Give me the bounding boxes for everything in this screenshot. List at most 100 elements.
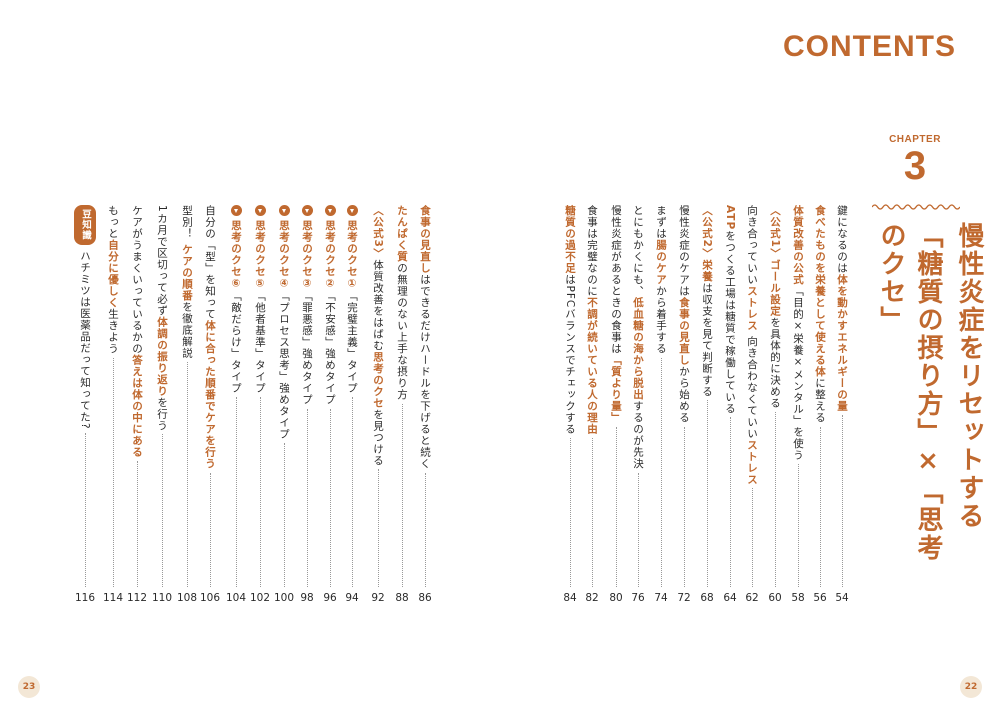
dot-leader [84, 432, 86, 587]
entry-page-number: 80 [609, 592, 623, 604]
entry-text: はPFCバランスでチェックする [564, 274, 576, 435]
dot-leader [774, 411, 776, 587]
entry-text: 向き合わなくていい [746, 331, 758, 440]
dot-leader [729, 417, 731, 587]
entry-page-number: 82 [585, 592, 599, 604]
entry-highlight: 思考のクセ⑥ [230, 220, 242, 291]
entry-title: 慢性炎症のケアは食事の見直しから始める [674, 205, 694, 424]
chapter-header: CHAPTER 3 [868, 134, 962, 187]
entry-page-number: 106 [199, 592, 221, 604]
entry-text: まずは [655, 205, 667, 240]
entry-highlight: 不調が続いている人の理由 [586, 297, 598, 435]
entry-title: 体質改善の公式「目的×栄養×メンタル」を使う [788, 205, 808, 461]
entry-title: 食べたものを栄養として使える体に整える [810, 205, 830, 424]
entry-page-number: 98 [300, 592, 314, 604]
entry-page-number: 92 [371, 592, 385, 604]
entry-highlight: 体を動かすエネルギーの量 [836, 274, 848, 412]
dot-leader [569, 437, 571, 587]
toc-entry[interactable]: 慢性炎症のケアは食事の見直しから始める 72 [674, 205, 694, 605]
dot-leader [706, 400, 708, 587]
entry-highlight: 体調の振り返り [156, 316, 168, 397]
dot-leader [235, 397, 237, 587]
entry-title: 鍵になるのは体を動かすエネルギーの量 [832, 205, 852, 412]
entry-page-number: 94 [345, 592, 359, 604]
dot-leader [637, 472, 639, 587]
toc-entry[interactable]: 思考のクセ④「プロセス思考」強めタイプ 100 [274, 205, 294, 605]
toc-entry[interactable]: ATPをつくる工場は糖質で稼働している 64 [720, 205, 740, 605]
entry-page-number: 68 [700, 592, 714, 604]
dot-leader [136, 461, 138, 587]
dot-leader [615, 426, 617, 587]
toc-entry[interactable]: 鍵になるのは体を動かすエネルギーの量 54 [832, 205, 852, 605]
entry-title: 〈公式3〉体質改善をはばむ思考のクセを見つける [368, 205, 388, 466]
chapter-title: 慢性炎症をリセットする 「糖質の摂り方」×「思考のクセ」 [873, 222, 988, 582]
toc-entry[interactable]: とにもかくにも、低血糖の海から脱出するのが先決 76 [628, 205, 648, 605]
entry-title: 〈公式2〉栄養は収支を見て判断する [697, 205, 717, 397]
entry-page-number: 112 [126, 592, 148, 604]
toc-entry[interactable]: 自分の「型」を知って体に合った順番でケアを行う 106 [200, 205, 220, 605]
dot-leader [841, 415, 843, 587]
triangle-marker-icon [254, 205, 266, 216]
toc-entry[interactable]: 〈公式3〉体質改善をはばむ思考のクセを見つける 92 [368, 205, 388, 605]
entry-title: 1カ月で区切って必ず体調の振り返りを行う [152, 205, 172, 431]
entry-highlight: 思考のクセ [372, 351, 384, 409]
toc-entry[interactable]: もっと自分に優しく生きよう 114 [103, 205, 123, 605]
toc-entry[interactable]: 向き合っていいストレス 向き合わなくていいストレス 62 [742, 205, 762, 605]
toc-entry[interactable]: 食べたものを栄養として使える体に整える 56 [810, 205, 830, 605]
entry-page-number: 96 [323, 592, 337, 604]
chapter-title-line-2: 「糖質の摂り方」×「思考のクセ」 [876, 222, 943, 562]
trivia-badge: 豆知識 [74, 205, 96, 245]
toc-entry[interactable]: 思考のクセ②「不安感」強めタイプ 96 [320, 205, 340, 605]
dot-leader [283, 443, 285, 587]
entry-page-number: 100 [273, 592, 295, 604]
toc-entry[interactable]: 食事は完璧なのに不調が続いている人の理由 82 [582, 205, 602, 605]
toc-entry[interactable]: たんぱく質の無理のない上手な摂り方 88 [392, 205, 412, 605]
entry-text: を見つける [372, 408, 384, 467]
toc-entry[interactable]: 糖質の過不足はPFCバランスでチェックする 84 [560, 205, 580, 605]
entry-highlight: 食事の見直し [419, 205, 431, 274]
entry-text: 「他者基準」タイプ [254, 290, 266, 395]
entry-text: 「目的×栄養×メンタル」を使う [792, 285, 804, 462]
entry-title: ケアがうまくいっているかの答えは体の中にある [127, 205, 147, 458]
entry-highlight: 自分に優しく [107, 239, 119, 309]
toc-entry[interactable]: 型別！ ケアの順番を徹底解説 108 [177, 205, 197, 605]
entry-highlight: 体質改善の公式 [792, 205, 804, 286]
contents-title: CONTENTS [783, 30, 956, 63]
toc-entry[interactable]: 1カ月で区切って必ず体調の振り返りを行う 110 [152, 205, 172, 605]
toc-entry[interactable]: 思考のクセ⑥「敵だらけ」タイプ 104 [226, 205, 246, 605]
toc-entry[interactable]: 〈公式2〉栄養は収支を見て判断する 68 [697, 205, 717, 605]
entry-text: 「敵だらけ」タイプ [230, 290, 242, 395]
toc-entry[interactable]: 豆知識ハチミツは医薬品だって知ってた? 116 [74, 205, 96, 605]
entry-text: 自分の「型」を知って [204, 205, 216, 320]
entry-title: 型別！ ケアの順番を徹底解説 [177, 205, 197, 359]
dot-leader [329, 408, 331, 587]
entry-text: に整える [814, 377, 826, 424]
page-number-left: 23 [18, 676, 40, 698]
toc-entry[interactable]: 〈公式1〉ゴール設定を具体的に決める 60 [765, 205, 785, 605]
entry-text: 生きよう [107, 308, 119, 355]
toc-entry[interactable]: ケアがうまくいっているかの答えは体の中にある 112 [127, 205, 147, 605]
entry-highlight: 低血糖の海から脱出 [632, 297, 644, 401]
dot-leader [306, 408, 308, 587]
entry-text: するのが先決 [632, 400, 644, 470]
toc-entry[interactable]: 思考のクセ①「完璧主義」タイプ 94 [342, 205, 362, 605]
toc-entry[interactable]: 食事の見直しはできるだけハードルを下げると続く 86 [415, 205, 435, 605]
dot-leader [819, 426, 821, 587]
entry-title: 食事は完璧なのに不調が続いている人の理由 [582, 205, 602, 435]
toc-entry[interactable]: 思考のクセ⑤「他者基準」タイプ 102 [250, 205, 270, 605]
toc-entry[interactable]: 体質改善の公式「目的×栄養×メンタル」を使う 58 [788, 205, 808, 605]
toc-entry[interactable]: まずは腸のケアから着手する 74 [651, 205, 671, 605]
entry-text: ケアがうまくいっているかの [131, 205, 143, 355]
entry-highlight: 腸のケア [655, 239, 667, 286]
dot-leader [751, 488, 753, 587]
entry-highlight: ATP [724, 205, 736, 231]
chapter-title-line-1: 慢性炎症をリセットする [954, 222, 984, 530]
entry-title: 糖質の過不足はPFCバランスでチェックする [560, 205, 580, 435]
toc-entry[interactable]: 慢性炎症があるときの食事は「質より量」 80 [606, 205, 626, 605]
entry-text: 慢性炎症のケアは [678, 205, 690, 297]
entry-text: を徹底解説 [181, 301, 193, 359]
entry-highlight: ケアの順番 [181, 243, 193, 302]
entry-text: 鍵になるのは [836, 205, 848, 274]
entry-text: 「罪悪感」強めタイプ [301, 290, 313, 406]
toc-entry[interactable]: 思考のクセ③「罪悪感」強めタイプ 98 [297, 205, 317, 605]
